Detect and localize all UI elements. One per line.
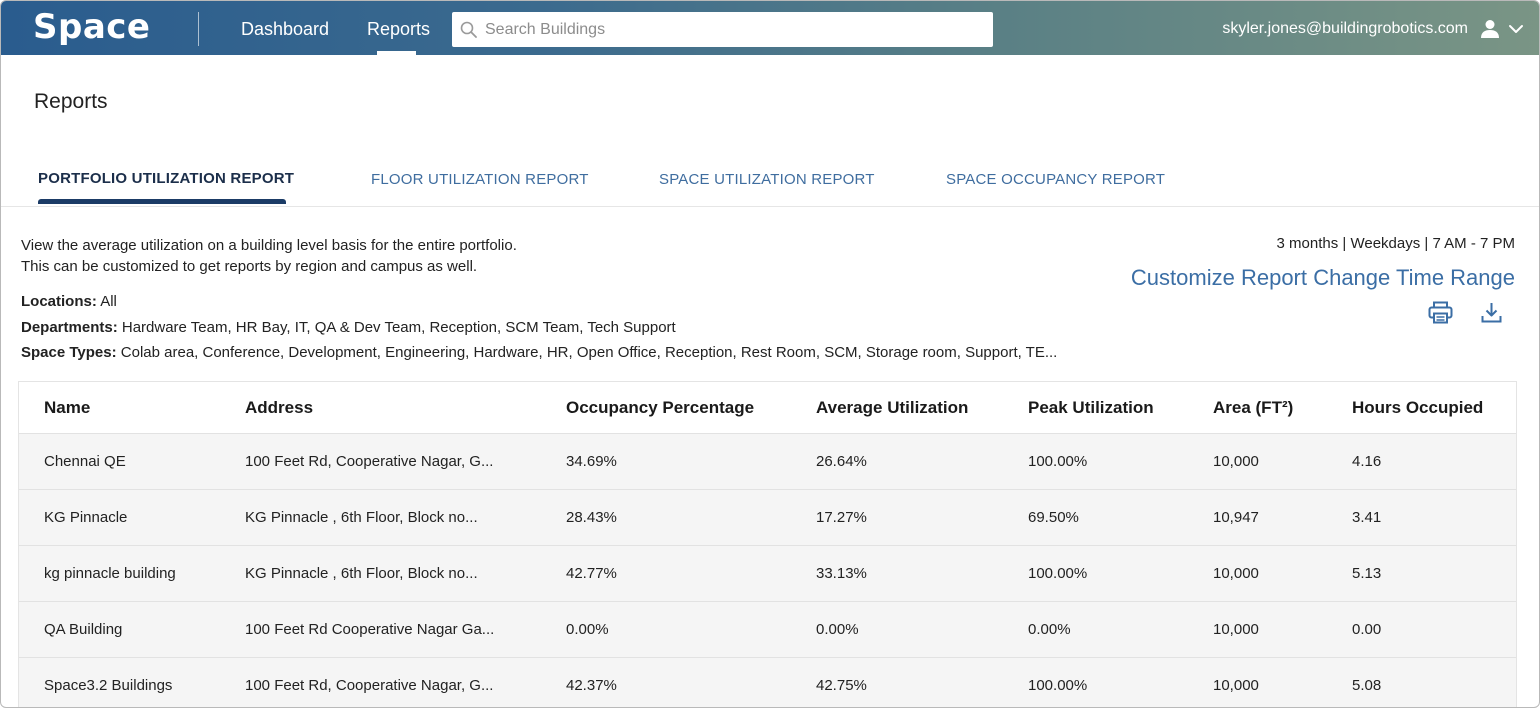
- filter-locations: Locations: All: [21, 293, 117, 310]
- cell-name: KG Pinnacle: [44, 509, 128, 526]
- cell-occupancy: 42.37%: [566, 677, 617, 694]
- column-header-peak-utilization[interactable]: Peak Utilization: [1028, 398, 1154, 417]
- cell-name: kg pinnacle building: [44, 565, 176, 582]
- cell-hours-occupied: 3.41: [1352, 509, 1382, 526]
- cell-area: 10,000: [1213, 565, 1259, 582]
- cell-area: 10,000: [1213, 453, 1259, 470]
- cell-address: 100 Feet Rd, Cooperative Nagar, G...: [245, 453, 494, 470]
- tab-floor-utilization[interactable]: FLOOR UTILIZATION REPORT: [371, 171, 589, 188]
- cell-average-utilization: 17.27%: [816, 509, 867, 526]
- table-header: Name Address Occupancy Percentage Averag…: [19, 382, 1516, 434]
- active-tab-indicator: [38, 199, 286, 204]
- cell-average-utilization: 42.75%: [816, 677, 867, 694]
- filter-space-types-value: Colab area, Conference, Development, Eng…: [120, 344, 1058, 361]
- cell-average-utilization: 0.00%: [816, 621, 859, 638]
- customize-report-link[interactable]: Customize Report: [1130, 265, 1307, 290]
- filter-departments: Departments: Hardware Team, HR Bay, IT, …: [21, 319, 676, 336]
- table-row[interactable]: Chennai QE 100 Feet Rd, Cooperative Naga…: [19, 434, 1516, 490]
- column-header-average-utilization[interactable]: Average Utilization: [816, 398, 969, 417]
- table-row[interactable]: kg pinnacle building KG Pinnacle , 6th F…: [19, 546, 1516, 602]
- cell-occupancy: 34.69%: [566, 453, 617, 470]
- page-title: Reports: [34, 90, 108, 113]
- column-header-name[interactable]: Name: [44, 398, 91, 417]
- table-row[interactable]: KG Pinnacle KG Pinnacle , 6th Floor, Blo…: [19, 490, 1516, 546]
- cell-peak-utilization: 100.00%: [1028, 677, 1088, 694]
- cell-area: 10,000: [1213, 621, 1259, 638]
- report-tabs: PORTFOLIO UTILIZATION REPORT FLOOR UTILI…: [1, 161, 1539, 207]
- portfolio-utilization-table: Name Address Occupancy Percentage Averag…: [18, 381, 1517, 707]
- cell-name: QA Building: [44, 621, 123, 638]
- cell-peak-utilization: 69.50%: [1028, 509, 1079, 526]
- cell-peak-utilization: 100.00%: [1028, 565, 1088, 582]
- tab-space-occupancy[interactable]: SPACE OCCUPANCY REPORT: [946, 171, 1166, 188]
- nav-divider: [198, 12, 199, 46]
- chevron-down-icon[interactable]: [1508, 23, 1524, 35]
- print-icon[interactable]: [1428, 301, 1453, 324]
- user-icon[interactable]: [1480, 19, 1500, 39]
- tab-portfolio-utilization[interactable]: PORTFOLIO UTILIZATION REPORT: [38, 170, 295, 187]
- download-icon[interactable]: [1481, 302, 1502, 323]
- nav-dashboard-link[interactable]: Dashboard: [241, 19, 330, 39]
- cell-hours-occupied: 5.13: [1352, 565, 1382, 582]
- cell-average-utilization: 33.13%: [816, 565, 867, 582]
- filter-departments-label: Departments:: [21, 319, 118, 336]
- cell-occupancy: 42.77%: [566, 565, 617, 582]
- cell-occupancy: 0.00%: [566, 621, 609, 638]
- column-header-address[interactable]: Address: [245, 398, 314, 417]
- table-row[interactable]: Space3.2 Buildings 100 Feet Rd, Cooperat…: [19, 658, 1516, 707]
- column-header-area[interactable]: Area (FT²): [1213, 398, 1294, 417]
- app-logo[interactable]: Space: [33, 7, 151, 47]
- column-header-hours-occupied[interactable]: Hours Occupied: [1352, 398, 1484, 417]
- column-header-occupancy[interactable]: Occupancy Percentage: [566, 398, 755, 417]
- cell-peak-utilization: 100.00%: [1028, 453, 1088, 470]
- user-email[interactable]: skyler.jones@buildingrobotics.com: [1222, 20, 1468, 37]
- top-nav-bar: Space Dashboard Reports skyler.jones@bui…: [1, 1, 1539, 55]
- cell-name: Chennai QE: [44, 453, 126, 470]
- cell-area: 10,947: [1213, 509, 1259, 526]
- cell-hours-occupied: 4.16: [1352, 453, 1382, 470]
- cell-name: Space3.2 Buildings: [44, 677, 173, 694]
- description-line-2: This can be customized to get reports by…: [21, 258, 478, 275]
- cell-hours-occupied: 5.08: [1352, 677, 1382, 694]
- cell-hours-occupied: 0.00: [1352, 621, 1382, 638]
- search-input[interactable]: [485, 12, 985, 47]
- report-description: View the average utilization on a buildi…: [21, 235, 517, 277]
- nav-reports-link[interactable]: Reports: [367, 19, 431, 39]
- nav-active-indicator: [377, 51, 416, 55]
- table-row[interactable]: QA Building 100 Feet Rd Cooperative Naga…: [19, 602, 1516, 658]
- cell-address: 100 Feet Rd Cooperative Nagar Ga...: [245, 621, 495, 638]
- tab-space-utilization[interactable]: SPACE UTILIZATION REPORT: [659, 171, 875, 188]
- description-line-1: View the average utilization on a buildi…: [21, 237, 517, 254]
- filter-locations-value: All: [100, 293, 117, 310]
- cell-address: KG Pinnacle , 6th Floor, Block no...: [245, 509, 478, 526]
- cell-address: 100 Feet Rd, Cooperative Nagar, G...: [245, 677, 494, 694]
- search-icon: [460, 21, 477, 38]
- cell-peak-utilization: 0.00%: [1028, 621, 1071, 638]
- cell-average-utilization: 26.64%: [816, 453, 867, 470]
- filter-departments-value: Hardware Team, HR Bay, IT, QA & Dev Team…: [121, 319, 676, 336]
- cell-occupancy: 28.43%: [566, 509, 617, 526]
- filter-space-types-label: Space Types:: [21, 344, 117, 361]
- filter-space-types: Space Types: Colab area, Conference, Dev…: [21, 344, 1057, 361]
- time-range-summary: 3 months | Weekdays | 7 AM - 7 PM: [1276, 235, 1515, 252]
- cell-area: 10,000: [1213, 677, 1259, 694]
- change-time-range-link[interactable]: Change Time Range: [1313, 265, 1515, 290]
- search-box[interactable]: [452, 12, 993, 47]
- cell-address: KG Pinnacle , 6th Floor, Block no...: [245, 565, 478, 582]
- filter-locations-label: Locations:: [21, 293, 97, 310]
